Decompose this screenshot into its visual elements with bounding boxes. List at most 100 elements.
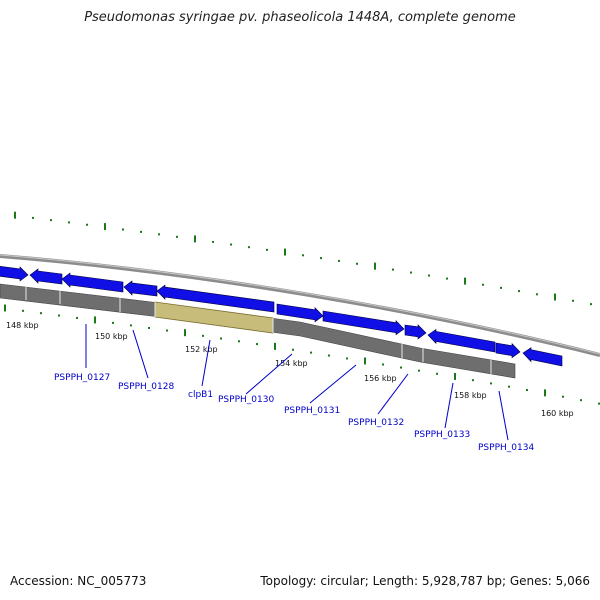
scale-tick [40, 312, 42, 315]
scale-labels: 148 kbp 150 kbp 152 kbp 154 kbp 156 kbp … [6, 321, 574, 418]
scale-tick [472, 379, 474, 382]
gene-arrow[interactable] [495, 342, 521, 359]
scale-tick [4, 304, 6, 312]
scale-tick [346, 357, 348, 360]
scale-tick [266, 248, 268, 251]
scale-tick [148, 326, 150, 329]
scale-tick [194, 235, 196, 243]
scale-label: 156 kbp [364, 374, 397, 383]
scale-tick [572, 299, 574, 302]
scale-tick [464, 277, 466, 285]
scale-tick [176, 235, 178, 238]
scale-tick [320, 257, 322, 260]
gene-label-pspph-0128: PSPPH_0128 [118, 382, 174, 392]
scale-tick [248, 246, 250, 249]
scale-tick [482, 283, 484, 286]
scale-tick [158, 233, 160, 236]
scale-tick [436, 372, 438, 375]
gene-arrow[interactable] [276, 303, 324, 323]
scale-label: 152 kbp [185, 345, 218, 354]
gene-label-pspph-0131: PSPPH_0131 [284, 406, 340, 416]
scale-tick [86, 223, 88, 226]
scale-tick [50, 219, 52, 222]
scale-tick [392, 268, 394, 271]
scale-ticks [4, 211, 600, 405]
scale-tick [212, 240, 214, 243]
gene-arrows[interactable] [0, 265, 563, 367]
scale-tick [112, 321, 114, 324]
scale-tick [202, 334, 204, 337]
scale-tick [356, 262, 358, 265]
gene-label-pspph-0133: PSPPH_0133 [414, 430, 470, 440]
orf-band-dividers [25, 287, 492, 374]
gene-label-pspph-0132: PSPPH_0132 [348, 418, 404, 428]
scale-tick [68, 221, 70, 224]
scale-label: 158 kbp [454, 391, 487, 400]
gene-arrow[interactable] [61, 272, 124, 293]
scale-tick [400, 366, 402, 369]
scale-tick [238, 340, 240, 343]
scale-tick [140, 230, 142, 233]
scale-tick [302, 254, 304, 257]
scale-tick [122, 228, 124, 231]
scale-tick [590, 303, 592, 306]
scale-tick [554, 293, 556, 301]
gene-label-pspph-0127: PSPPH_0127 [54, 373, 110, 383]
scale-tick [428, 274, 430, 277]
scale-tick [166, 329, 168, 332]
gene-arrow[interactable] [322, 310, 405, 336]
scale-tick [230, 243, 232, 246]
scale-tick [518, 290, 520, 293]
gene-label-clpb1: clpB1 [188, 390, 213, 400]
gene-labels[interactable]: PSPPH_0127 PSPPH_0128 clpB1 PSPPH_0130 P… [54, 373, 534, 453]
gene-arrow[interactable] [522, 347, 563, 367]
gene-arrow[interactable] [29, 268, 63, 285]
scale-label: 150 kbp [95, 332, 128, 341]
scale-tick [410, 271, 412, 274]
scale-tick [310, 351, 312, 354]
scale-tick [284, 248, 286, 256]
scale-tick [526, 388, 528, 391]
gene-arrow[interactable] [0, 265, 29, 282]
gene-label-pspph-0134: PSPPH_0134 [478, 443, 534, 453]
gene-leaders [85, 324, 509, 441]
scale-label: 160 kbp [541, 409, 574, 418]
accession-text: Accession: NC_005773 [10, 574, 147, 588]
scale-tick [446, 277, 448, 280]
scale-tick [32, 216, 34, 219]
scale-label: 148 kbp [6, 321, 39, 330]
scale-tick [292, 348, 294, 351]
scale-tick [220, 337, 222, 340]
gene-arrow[interactable] [427, 328, 496, 353]
scale-tick [58, 314, 60, 317]
scale-tick [76, 316, 78, 319]
gene-arrow[interactable] [404, 324, 427, 340]
scale-tick [22, 309, 24, 312]
scale-tick [544, 389, 546, 397]
scale-tick [374, 262, 376, 270]
scale-tick [328, 354, 330, 357]
scale-label: 154 kbp [275, 359, 308, 368]
scale-tick [338, 259, 340, 262]
scale-tick [490, 382, 492, 385]
gene-label-pspph-0130: PSPPH_0130 [218, 395, 274, 405]
gene-arrow[interactable] [156, 284, 275, 313]
scale-tick [184, 329, 186, 337]
scale-tick [418, 369, 420, 372]
scale-tick [536, 293, 538, 296]
scale-tick [256, 343, 258, 346]
gene-arrow[interactable] [123, 280, 158, 297]
scale-tick [364, 357, 366, 365]
map-title: Pseudomonas syringae pv. phaseolicola 14… [84, 10, 516, 25]
scale-tick [598, 402, 600, 405]
scale-tick [274, 342, 276, 350]
genome-backbone [0, 254, 600, 357]
scale-tick [94, 316, 96, 324]
scale-tick [508, 385, 510, 388]
scale-tick [580, 399, 582, 402]
scale-tick [104, 223, 106, 231]
genome-summary-text: Topology: circular; Length: 5,928,787 bp… [260, 574, 590, 588]
scale-tick [500, 286, 502, 289]
scale-tick [454, 372, 456, 380]
